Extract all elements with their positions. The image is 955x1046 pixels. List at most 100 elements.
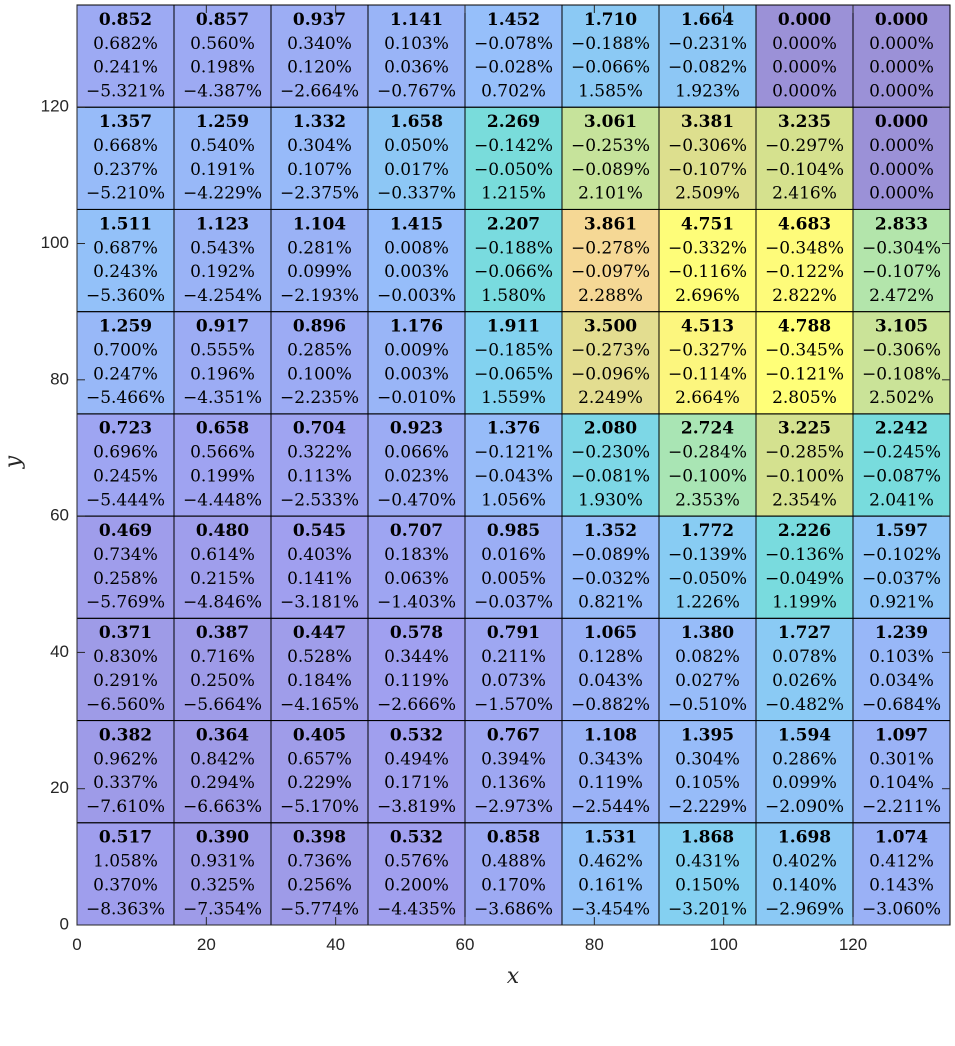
cell-value-label: 1.911: [487, 317, 540, 337]
cell-value-label: 1.376: [487, 419, 540, 439]
heatmap-cell: [77, 822, 174, 925]
cell-percent-label: −0.510%: [668, 695, 747, 715]
heatmap-cell: [77, 618, 174, 721]
cell-percent-label: 0.027%: [675, 671, 740, 691]
cell-percent-label: 1.930%: [578, 490, 643, 510]
heatmap-cell: [465, 413, 562, 517]
cell-value-label: 2.080: [584, 419, 637, 439]
cell-percent-label: −0.089%: [571, 545, 650, 565]
cell-percent-label: −5.321%: [86, 81, 165, 101]
heatmap-cell: [659, 822, 756, 925]
cell-percent-label: 0.340%: [287, 34, 352, 54]
cell-value-label: 0.937: [293, 10, 346, 30]
cell-percent-label: 0.050%: [384, 136, 449, 156]
heatmap-cell: [756, 5, 853, 108]
cell-value-label: 0.398: [293, 828, 346, 848]
cell-percent-label: 0.150%: [675, 875, 740, 895]
cell-percent-label: 1.226%: [675, 593, 740, 613]
cell-value-label: 0.917: [196, 317, 249, 337]
heatmap-cell: [756, 107, 853, 210]
cell-value-label: 1.452: [487, 10, 540, 30]
cell-value-label: 1.357: [99, 112, 152, 132]
axes: 0 20 40 60 80 100 120 0 20 40 60 80 100 120: [41, 5, 950, 954]
cell-percent-label: −2.973%: [474, 797, 553, 817]
cell-percent-label: −0.032%: [571, 569, 650, 589]
cell-percent-label: 0.005%: [481, 569, 546, 589]
heatmap-cell: [756, 209, 853, 312]
cell-value-label: 0.532: [390, 828, 443, 848]
heatmap-cell: [77, 413, 174, 517]
cell-percent-label: −0.245%: [862, 443, 941, 463]
y-tick-label: 0: [60, 914, 69, 933]
cell-percent-label: 0.119%: [578, 773, 643, 793]
cell-percent-label: 0.009%: [384, 341, 449, 361]
cell-value-label: 0.517: [99, 828, 152, 848]
cell-percent-label: −2.090%: [765, 797, 844, 817]
cell-percent-label: 1.580%: [481, 286, 546, 306]
cell-labels: 0.852 0.682% 0.241% −5.321% 0.857 0.560% 0.198…: [86, 10, 941, 919]
heatmap-cell: [562, 618, 659, 721]
cell-percent-label: −2.235%: [280, 388, 359, 408]
cell-value-label: 2.833: [875, 214, 928, 234]
cell-percent-label: −0.348%: [765, 238, 844, 258]
cell-value-label: 3.225: [778, 419, 831, 439]
cell-percent-label: 0.104%: [869, 773, 934, 793]
heatmap-cell: [271, 618, 368, 721]
cell-value-label: 0.000: [875, 112, 928, 132]
cell-percent-label: −0.037%: [474, 593, 553, 613]
cell-value-label: 0.469: [99, 521, 152, 541]
heatmap-cell: [271, 209, 368, 312]
cell-percent-label: −0.107%: [862, 262, 941, 282]
cell-value-label: 0.578: [390, 623, 443, 643]
heatmap-cell: [368, 618, 465, 721]
cell-percent-label: −0.066%: [571, 58, 650, 78]
cell-value-label: 0.371: [99, 623, 152, 643]
cell-percent-label: −0.345%: [765, 341, 844, 361]
cell-percent-label: 0.191%: [190, 160, 255, 180]
heatmap-cell: [853, 618, 950, 721]
cell-percent-label: 0.026%: [772, 671, 837, 691]
cell-value-label: 1.395: [681, 725, 734, 745]
cell-percent-label: 0.023%: [384, 467, 449, 487]
cell-value-label: 1.597: [875, 521, 928, 541]
cell-value-label: 3.381: [681, 112, 734, 132]
cell-percent-label: 0.099%: [287, 262, 352, 282]
heatmap-cell: [271, 311, 368, 414]
cell-percent-label: 0.082%: [675, 647, 740, 667]
cell-percent-label: −4.435%: [377, 899, 456, 919]
cell-percent-label: 2.353%: [675, 490, 740, 510]
cell-percent-label: 2.354%: [772, 490, 837, 510]
cell-value-label: 1.698: [778, 828, 831, 848]
cell-value-label: 1.772: [681, 521, 734, 541]
cell-percent-label: 0.931%: [190, 852, 255, 872]
cell-percent-label: −0.037%: [862, 569, 941, 589]
cell-value-label: 0.707: [390, 521, 443, 541]
cell-percent-label: −4.351%: [183, 388, 262, 408]
cell-percent-label: −0.188%: [571, 34, 650, 54]
y-tick-label: 60: [50, 506, 69, 525]
cell-percent-label: −0.684%: [862, 695, 941, 715]
cell-value-label: 2.242: [875, 419, 928, 439]
cell-value-label: 3.861: [584, 214, 637, 234]
cell-percent-label: 1.058%: [93, 852, 158, 872]
cell-percent-label: 0.402%: [772, 852, 837, 872]
heatmap-cell: [174, 413, 271, 517]
cell-percent-label: 0.103%: [384, 34, 449, 54]
cell-percent-label: 0.241%: [93, 58, 158, 78]
cell-percent-label: 0.687%: [93, 238, 158, 258]
cell-percent-label: 2.472%: [869, 286, 934, 306]
heatmap-cell: [562, 209, 659, 312]
cell-percent-label: −0.087%: [862, 467, 941, 487]
cell-percent-label: 0.304%: [675, 749, 740, 769]
cell-percent-label: −0.297%: [765, 136, 844, 156]
heatmap-cell: [853, 311, 950, 414]
cell-percent-label: −7.610%: [86, 797, 165, 817]
cell-percent-label: 0.322%: [287, 443, 352, 463]
cell-percent-label: −0.100%: [668, 467, 747, 487]
cell-percent-label: −4.387%: [183, 81, 262, 101]
cell-percent-label: −3.686%: [474, 899, 553, 919]
cell-percent-label: −6.560%: [86, 695, 165, 715]
cell-value-label: 0.532: [390, 725, 443, 745]
heatmap-cell: [368, 720, 465, 823]
cell-percent-label: 0.243%: [93, 262, 158, 282]
